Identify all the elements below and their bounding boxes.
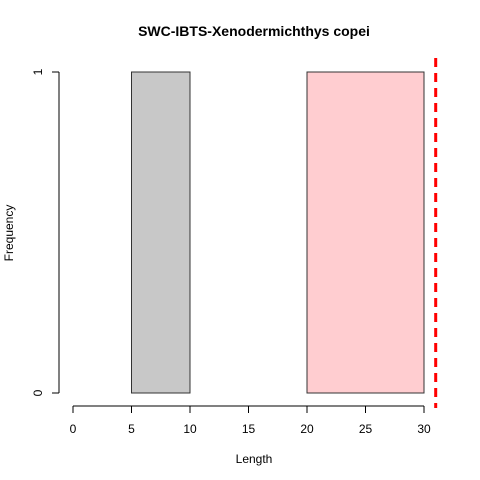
y-tick-label-0: 0	[31, 389, 45, 396]
x-tick-label-3: 15	[242, 422, 256, 436]
histogram-bar-1	[131, 71, 191, 394]
x-axis-label: Length	[236, 452, 273, 466]
x-tick-label-5: 25	[359, 422, 373, 436]
bars-group	[131, 71, 425, 394]
x-tick-label-4: 20	[300, 422, 314, 436]
x-tick-label-0: 0	[70, 422, 77, 436]
x-tick-label-1: 5	[128, 422, 135, 436]
x-tick-label-2: 10	[183, 422, 197, 436]
y-axis-label: Frequency	[2, 205, 16, 262]
x-tick-label-6: 30	[417, 422, 431, 436]
y-tick-label-1: 1	[31, 68, 45, 75]
x-axis: 0 5 10 15 20 25 30	[70, 405, 431, 436]
y-axis: 01	[31, 68, 60, 396]
histogram-bar-2	[306, 71, 425, 394]
chart-title: SWC-IBTS-Xenodermichthys copei	[138, 23, 370, 39]
